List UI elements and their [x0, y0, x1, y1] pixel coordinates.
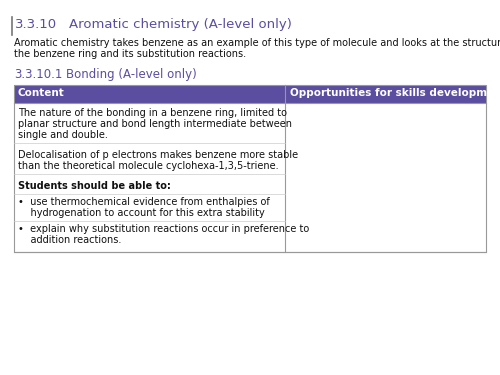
Text: the benzene ring and its substitution reactions.: the benzene ring and its substitution re…	[14, 49, 246, 59]
Text: Aromatic chemistry takes benzene as an example of this type of molecule and look: Aromatic chemistry takes benzene as an e…	[14, 38, 500, 48]
Text: Content: Content	[18, 87, 65, 98]
Text: Aromatic chemistry (A-level only): Aromatic chemistry (A-level only)	[69, 18, 292, 31]
Text: Bonding (A-level only): Bonding (A-level only)	[66, 68, 197, 81]
Bar	[14, 85, 486, 252]
Text: Opportunities for skills development: Opportunities for skills development	[290, 87, 500, 98]
Text: 3.3.10.1: 3.3.10.1	[14, 68, 62, 81]
Bar	[14, 85, 486, 103]
Text: Delocalisation of p electrons makes benzene more stable: Delocalisation of p electrons makes benz…	[18, 150, 298, 160]
Text: The nature of the bonding in a benzene ring, limited to: The nature of the bonding in a benzene r…	[18, 108, 287, 118]
Text: planar structure and bond length intermediate between: planar structure and bond length interme…	[18, 119, 292, 129]
Text: 3.3.10: 3.3.10	[15, 18, 57, 31]
Text: hydrogenation to account for this extra stability: hydrogenation to account for this extra …	[18, 208, 265, 218]
Text: •  use thermochemical evidence from enthalpies of: • use thermochemical evidence from entha…	[18, 197, 270, 207]
Text: single and double.: single and double.	[18, 130, 108, 140]
Text: Students should be able to:: Students should be able to:	[18, 181, 171, 191]
Text: •  explain why substitution reactions occur in preference to: • explain why substitution reactions occ…	[18, 224, 309, 234]
Text: than the theoretical molecule cyclohexa-1,3,5-triene.: than the theoretical molecule cyclohexa-…	[18, 161, 278, 171]
Text: addition reactions.: addition reactions.	[18, 235, 122, 245]
